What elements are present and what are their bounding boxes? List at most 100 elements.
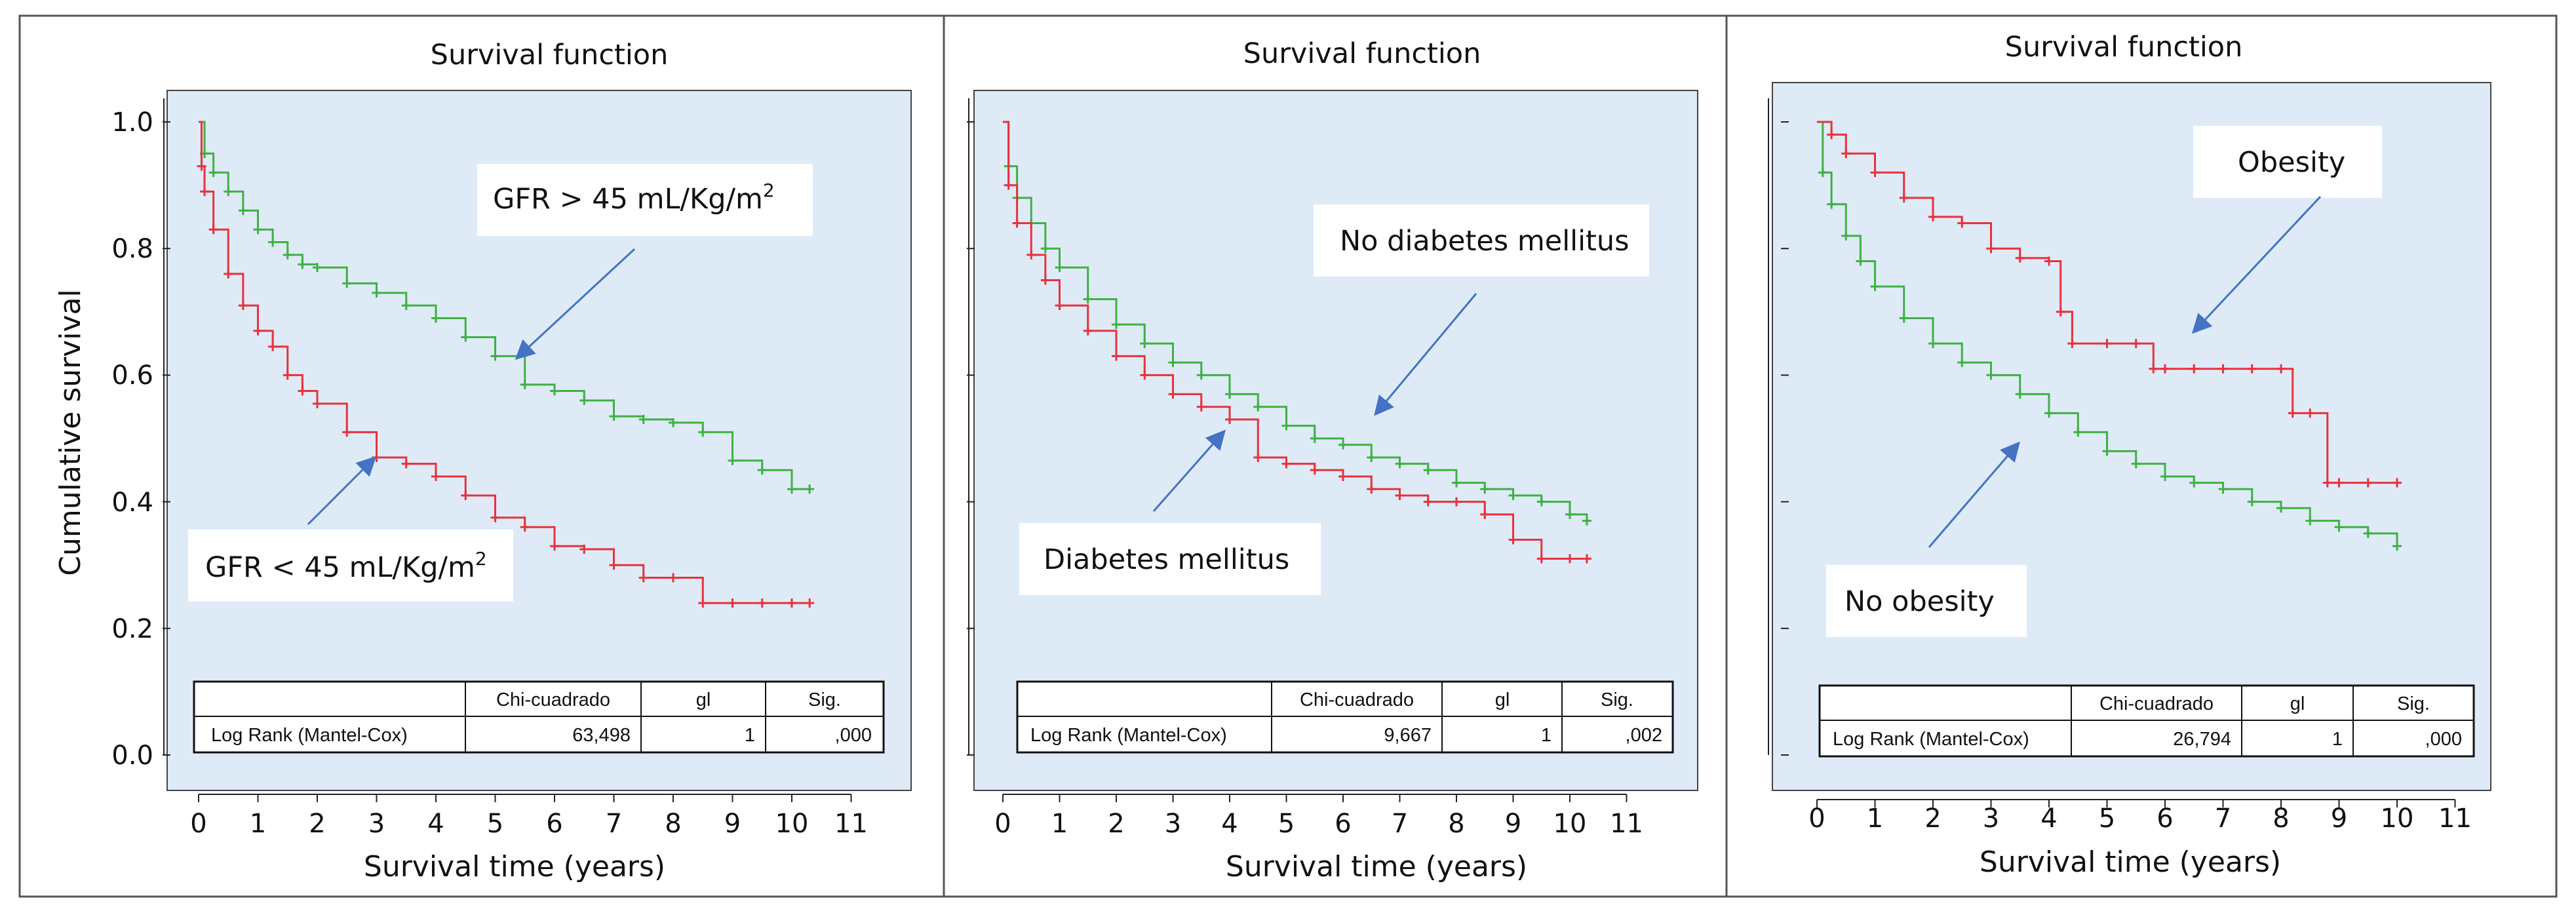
censor-mark bbox=[1112, 351, 1121, 361]
censor-mark bbox=[638, 415, 648, 425]
chart-title: Survival function bbox=[2005, 31, 2243, 64]
censor-mark bbox=[1899, 313, 1909, 323]
table-header: Sig. bbox=[808, 689, 841, 710]
chart-title: Survival function bbox=[1243, 37, 1481, 70]
x-tick-label: 8 bbox=[1448, 809, 1464, 839]
panel-diabetes: Survival function 0 1 2 3 4 5 6 7 8 9 10 11 Surviva… bbox=[967, 37, 1698, 883]
x-tick-label: 1 bbox=[1051, 809, 1068, 839]
censor-mark bbox=[1986, 370, 1996, 380]
censor-mark bbox=[1827, 130, 1837, 140]
censor-mark bbox=[2218, 484, 2228, 494]
censor-mark bbox=[431, 313, 440, 323]
table-header: Chi-cuadrado bbox=[496, 689, 610, 710]
table-cell: 9,667 bbox=[1384, 725, 1432, 746]
censor-mark bbox=[1225, 389, 1234, 399]
censor-mark bbox=[728, 598, 737, 608]
annotation-label: GFR > 45 mL/Kg/m2 bbox=[493, 180, 775, 216]
censor-mark bbox=[1565, 554, 1574, 564]
x-tick-label: 10 bbox=[1553, 809, 1587, 839]
censor-mark bbox=[1225, 415, 1234, 425]
censor-mark bbox=[2102, 339, 2112, 349]
censor-mark bbox=[1480, 509, 1490, 519]
censor-mark bbox=[1140, 370, 1150, 380]
censor-mark bbox=[787, 484, 796, 494]
censor-mark bbox=[1508, 490, 1518, 500]
censor-mark bbox=[1253, 452, 1263, 462]
censor-mark bbox=[1168, 358, 1178, 368]
censor-mark bbox=[2305, 408, 2315, 418]
censor-mark bbox=[2276, 503, 2286, 513]
censor-mark bbox=[669, 573, 678, 583]
censor-mark bbox=[238, 301, 248, 311]
y-axis-label: Cumulative survival bbox=[54, 289, 87, 576]
censor-mark bbox=[579, 396, 589, 406]
x-tick-label: 9 bbox=[2331, 804, 2347, 834]
censor-mark bbox=[461, 332, 471, 342]
table-row-label: Log Rank (Mantel-Cox) bbox=[1833, 729, 2029, 750]
censor-mark bbox=[1040, 275, 1050, 285]
censor-mark bbox=[1423, 497, 1433, 507]
x-tick-label: 4 bbox=[2040, 804, 2057, 834]
censor-mark bbox=[2015, 389, 2025, 399]
x-axis-label: Survival time (years) bbox=[1226, 850, 1527, 883]
censor-mark bbox=[298, 260, 307, 269]
censor-mark bbox=[2131, 339, 2141, 349]
censor-mark bbox=[2322, 478, 2332, 488]
survival-curves bbox=[1003, 121, 1591, 564]
annotation-label: Obesity bbox=[2238, 146, 2345, 179]
annotation-arrow bbox=[515, 248, 636, 360]
censor-mark bbox=[208, 168, 218, 178]
censor-mark bbox=[1196, 370, 1206, 380]
censor-mark bbox=[1582, 516, 1591, 526]
censor-mark bbox=[1310, 434, 1319, 443]
logrank-table: Chi-cuadrado gl Sig. Log Rank (Mantel-Co… bbox=[1016, 680, 1674, 754]
censor-mark bbox=[490, 351, 500, 361]
table-header: gl bbox=[2290, 693, 2305, 714]
censor-mark bbox=[2288, 408, 2297, 418]
table-cell: ,000 bbox=[835, 725, 872, 746]
panel-obesity: Survival function 0 1 2 3 4 5 6 7 8 9 10 11 Surviva… bbox=[1768, 31, 2491, 879]
censor-mark bbox=[1367, 484, 1376, 494]
censor-mark bbox=[728, 456, 737, 465]
censor-mark bbox=[2392, 541, 2402, 551]
survival-curve bbox=[199, 121, 810, 490]
annotation-label: GFR < 45 mL/Kg/m2 bbox=[205, 548, 487, 584]
censor-mark bbox=[2131, 459, 2141, 469]
censor-mark bbox=[2044, 256, 2054, 266]
y-tick-label: 0.6 bbox=[111, 360, 153, 391]
censor-mark bbox=[1582, 554, 1591, 564]
censor-mark bbox=[253, 326, 263, 336]
censor-mark bbox=[2334, 522, 2344, 532]
survival-curve bbox=[1817, 121, 2398, 547]
censor-mark bbox=[1168, 389, 1178, 399]
table-header: Chi-cuadrado bbox=[1300, 689, 1414, 710]
survival-curves bbox=[1817, 121, 2402, 551]
x-tick-label: 3 bbox=[1983, 804, 1999, 834]
censor-mark bbox=[550, 541, 559, 551]
censor-mark bbox=[1856, 256, 1865, 266]
censor-mark bbox=[1140, 339, 1150, 349]
censor-mark bbox=[638, 573, 648, 583]
censor-mark bbox=[1928, 339, 1938, 349]
censor-mark bbox=[1367, 452, 1376, 462]
censor-mark bbox=[1536, 497, 1546, 507]
censor-mark bbox=[1281, 459, 1291, 469]
censor-mark bbox=[1957, 358, 1967, 368]
x-tick-label: 9 bbox=[1505, 809, 1521, 839]
y-tick-label: 1.0 bbox=[111, 107, 153, 138]
x-tick-label: 11 bbox=[834, 809, 868, 839]
censor-mark bbox=[1112, 320, 1121, 330]
survival-curve bbox=[1003, 121, 1587, 560]
table-cell: 63,498 bbox=[572, 725, 631, 746]
censor-mark bbox=[372, 288, 381, 298]
x-tick-label: 9 bbox=[724, 809, 741, 839]
annotation-gfr-high: GFR > 45 mL/Kg/m2 bbox=[477, 164, 813, 236]
censor-mark bbox=[431, 471, 440, 481]
x-tick-label: 10 bbox=[2381, 804, 2414, 834]
y-tick-label: 0.2 bbox=[111, 614, 153, 644]
x-axis-label: Survival time (years) bbox=[1980, 845, 2281, 879]
x-axis: 0 1 2 3 4 5 6 7 8 9 10 11 bbox=[190, 794, 868, 839]
x-tick-label: 7 bbox=[2215, 804, 2231, 834]
x-tick-label: 2 bbox=[1924, 804, 1941, 834]
censor-mark bbox=[1395, 490, 1405, 500]
